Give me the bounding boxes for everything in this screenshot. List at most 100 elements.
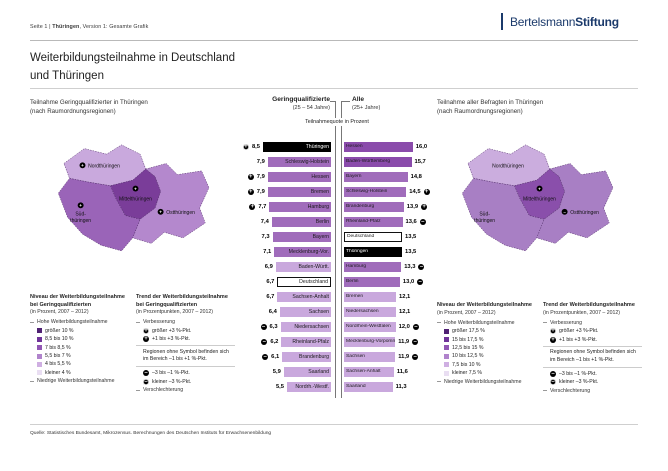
axis-bracket-left — [330, 101, 336, 398]
legend-title: Trend der Weiterbildungsteilnahme — [543, 302, 635, 308]
bar-label: Rheinland-Pfalz — [292, 338, 329, 345]
legend-item: 5,5 bis 7 % — [30, 353, 130, 359]
map-label-suedthueringen-2: thüringen — [70, 218, 91, 224]
svg-text:+: + — [159, 210, 162, 215]
bar-value: 13,0 — [402, 278, 415, 285]
legend-item-label: kleiner –3 %-Pkt. — [152, 378, 192, 385]
trend-down-strong-icon: – — [143, 378, 149, 385]
trend-down-icon: – — [412, 338, 419, 345]
bar-value: 11,9 — [398, 338, 410, 345]
bar-value: 7,4 — [260, 218, 269, 225]
bar: Mecklenburg-Vor. — [274, 246, 331, 257]
bar-value: 16,0 — [415, 143, 428, 150]
bar: Bremen — [344, 291, 396, 302]
legend-item-label: 5,5 bis 7 % — [45, 353, 71, 360]
legend-item-label: kleiner 7,5 % — [452, 370, 482, 377]
legend-worsen-label: Verschlechterung — [136, 387, 236, 393]
trend-down-icon: – — [412, 353, 419, 360]
bar-value: 6,9 — [264, 263, 273, 270]
logo-text-2: Stiftung — [575, 14, 619, 29]
trend-down-strong-icon: – — [550, 379, 556, 386]
legend-color-swatch — [37, 361, 42, 367]
legend-subtitle: (in Prozentpunkten, 2007 – 2012) — [136, 309, 214, 316]
bar-value: 13,6 — [405, 218, 417, 225]
bar-row: Baden-Württemberg 15,7 — [344, 154, 519, 169]
legend-item: – –3 bis –1 %-Pkt. — [543, 370, 643, 377]
bar: Schleswig-Holstein — [344, 186, 407, 197]
bar-value: 13,5 — [405, 248, 417, 255]
legend-item-label: –3 bis –1 %-Pkt. — [559, 370, 597, 377]
legend-subtitle: (in Prozent, 2007 – 2012) — [30, 309, 89, 316]
map-region-ostthueringen — [536, 163, 614, 244]
bar-label: Baden-Württemberg — [346, 159, 391, 164]
legend-color-swatch — [37, 345, 42, 351]
trend-icon-mittelthueringen: + — [536, 185, 543, 192]
legend-item-label: 15 bis 17,5 % — [452, 336, 484, 343]
bar: Niedersachsen — [280, 321, 331, 332]
map-label-suedthueringen-1: Süd- — [479, 212, 490, 218]
legend-high-label: Hohe Weiterbildungsteilnahme — [30, 319, 130, 325]
legend-note: Regionen ohne Symbol befinden sich im Be… — [136, 345, 235, 368]
bar: Hessen — [344, 141, 413, 152]
bar-value: 7,9 — [256, 173, 265, 180]
source-note: Quelle: Statistisches Bundesamt, Mikroze… — [30, 431, 272, 436]
bar-label: Baden-Württ. — [298, 263, 329, 270]
bar-label: Bayern — [346, 174, 362, 179]
bar-value: 12,1 — [399, 308, 411, 315]
bar-chart-geringqualifizierte: +8,5 Thüringen 7,9 Schleswig-Holstein +7,9 He… — [205, 139, 331, 394]
legend-item: größer 17,5 % — [437, 328, 537, 334]
trend-up-strong-icon: + — [550, 328, 556, 335]
trend-down-icon: – — [262, 353, 269, 360]
bar: Saarland — [283, 366, 331, 377]
bar: Berlin — [271, 216, 331, 227]
bar-value: 12,0 — [398, 323, 410, 330]
bar-label: Nordrh.-Westf. — [295, 383, 329, 390]
trend-down-icon: – — [550, 370, 556, 377]
map-label-mittelthueringen: Mittelthüringen — [119, 197, 152, 203]
legend-item-label: größer 10 % — [45, 327, 74, 334]
right-map-title-line2: (nach Raumordnungsregionen) — [437, 108, 523, 116]
legend-title: Trend der Weiterbildungs­teilnahme bei G… — [136, 294, 228, 308]
bar: Sachsen — [344, 351, 396, 362]
legend-color-swatch — [444, 328, 449, 334]
bar-value: 7,7 — [258, 203, 267, 210]
bar-row: 5,9 Saarland — [205, 364, 331, 379]
legend-item: kleiner 4 % — [30, 370, 130, 376]
chart-subheader-alle: (25+ Jahre) — [352, 105, 381, 111]
legend-item: größer 10 % — [30, 328, 130, 334]
bar-row: Sachsen 11,9– — [344, 349, 519, 364]
bar-row: Hamburg 13,3– — [344, 259, 519, 274]
bar-row: +8,5 Thüringen — [205, 139, 331, 154]
map-label-ostthueringen: Ostthüringen — [570, 210, 599, 216]
bar: Thüringen — [344, 246, 402, 257]
trend-up-strong-icon: + — [143, 327, 149, 334]
bar-label: Bremen — [310, 188, 329, 195]
bar: Saarland — [344, 381, 393, 392]
trend-icon-suedthueringen: + — [77, 202, 84, 209]
title-divider — [30, 88, 638, 89]
legend-item-label: 4 bis 5,5 % — [45, 361, 71, 368]
bar: Brandenburg — [344, 201, 404, 212]
bar-value: 11,6 — [396, 368, 408, 375]
bar-value: 5,9 — [272, 368, 281, 375]
legend-low-label: Niedrige Weiterbildungsteilnahme — [30, 378, 130, 384]
bar-value: 11,9 — [398, 353, 410, 360]
legend-item: + größer +3 %-Pkt. — [543, 328, 643, 335]
trend-up-icon: + — [247, 188, 254, 195]
trend-icon-ostthueringen: + — [157, 208, 164, 215]
bar-row: Sachsen-Anhalt 11,6 — [344, 364, 519, 379]
meta-version-label: , Version 1: Gesamte Grafik — [79, 24, 149, 30]
bar: Schleswig-Holstein — [267, 156, 331, 167]
legend-item-label: 7,5 bis 10 % — [452, 361, 481, 368]
bar-value: 13,9 — [406, 203, 419, 210]
bar-chart-alle: Hessen 16,0 Baden-Württemberg 15,7 Bayern 14,… — [344, 139, 519, 394]
page-title-line2: und Thüringen — [30, 69, 104, 82]
bar-row: –6,3 Niedersachsen — [205, 319, 331, 334]
map-label-suedthueringen-2: thüringen — [474, 218, 495, 224]
map-label-ostthueringen: Ostthüringen — [166, 210, 195, 216]
legend-title: Niveau der Weiterbildungs­teilnahme bei … — [30, 294, 125, 308]
bar: Rheinland-Pfalz — [344, 216, 403, 227]
legend-item-label: 7 bis 8,5 % — [45, 344, 71, 351]
bar-label: Thüringen — [305, 143, 329, 150]
